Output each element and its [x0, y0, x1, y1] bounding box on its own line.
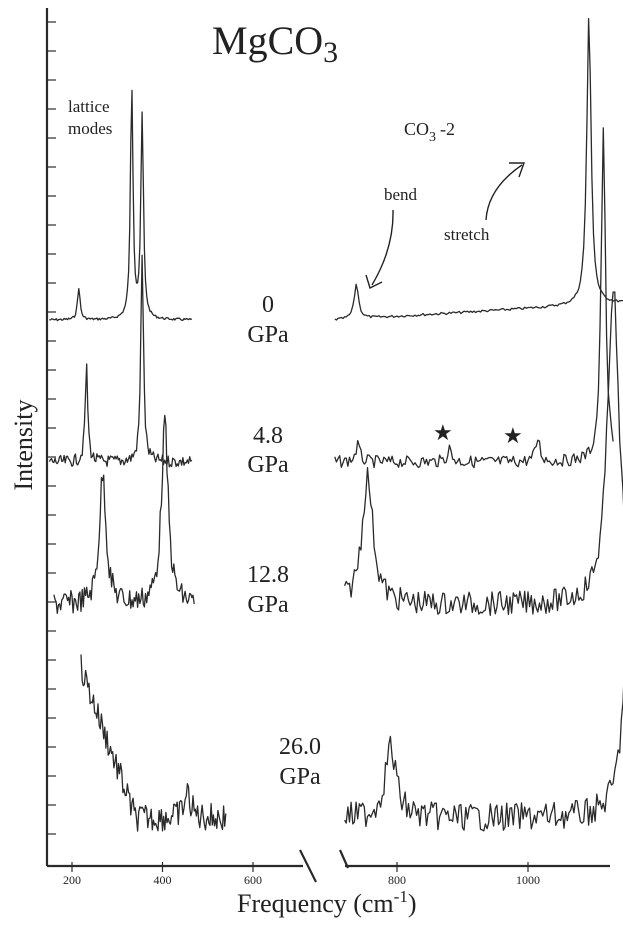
- annotation-modes: modes: [68, 119, 112, 138]
- x-axis-label: Frequency (cm-1): [237, 887, 417, 918]
- pressure-unit-1: GPa: [247, 452, 289, 478]
- x-tick-label-400: 400: [154, 873, 172, 887]
- chart-title: MgCO3: [212, 18, 338, 69]
- spectrum-4.8-gpa-lattice: [48, 254, 193, 468]
- x-axis-break-mark-left: [299, 849, 317, 883]
- spectrum-4.8-gpa-carbonate: [334, 127, 614, 469]
- pressure-label-0: 0: [262, 292, 274, 318]
- pressure-unit-3: GPa: [279, 764, 321, 790]
- bend-arrowhead: [365, 274, 383, 289]
- pressure-unit-2: GPa: [247, 592, 289, 618]
- spectrum-26.0-gpa-carbonate: [344, 685, 623, 832]
- annotation-stretch: stretch: [444, 225, 490, 244]
- annotation-lattice: lattice: [68, 97, 110, 116]
- pressure-label-3: 26.0: [279, 734, 321, 760]
- annotation-carbonate: CO3 -2: [404, 119, 455, 145]
- spectra-traces: [48, 17, 623, 832]
- stretch-arrow: [485, 164, 523, 221]
- spectrum-0-gpa-lattice: [49, 89, 193, 322]
- annotations: lattice modes CO3 -2 bend stretch ★ ★: [68, 97, 525, 448]
- pressure-labels: 0 GPa 4.8 GPa 12.8 GPa 26.0 GPa: [247, 292, 321, 790]
- spectrum-26.0-gpa-lattice: [80, 654, 227, 832]
- x-tick-label-200: 200: [63, 873, 81, 887]
- bend-arrow: [371, 209, 394, 286]
- spectrum-12.8-gpa-lattice: [53, 414, 195, 614]
- y-axis-ticks: [47, 21, 56, 835]
- spectrum-0-gpa-carbonate: [334, 17, 623, 321]
- x-axis-ticks: 20040060080010001200: [63, 862, 540, 887]
- x-tick-label-800: 800: [388, 873, 406, 887]
- pressure-label-2: 12.8: [247, 562, 289, 588]
- axes: 20040060080010001200: [45, 8, 610, 887]
- pressure-label-1: 4.8: [253, 423, 283, 449]
- stretch-arrowhead: [509, 162, 525, 178]
- x-tick-label-1000: 1000: [516, 873, 540, 887]
- pressure-unit-0: GPa: [247, 322, 289, 348]
- y-axis-label: Intensity: [9, 400, 38, 491]
- spectrum-12.8-gpa-carbonate: [343, 291, 623, 616]
- star-marker-2: ★: [503, 423, 523, 448]
- star-marker-1: ★: [433, 420, 453, 445]
- annotation-bend: bend: [384, 185, 418, 204]
- x-tick-label-600: 600: [244, 873, 262, 887]
